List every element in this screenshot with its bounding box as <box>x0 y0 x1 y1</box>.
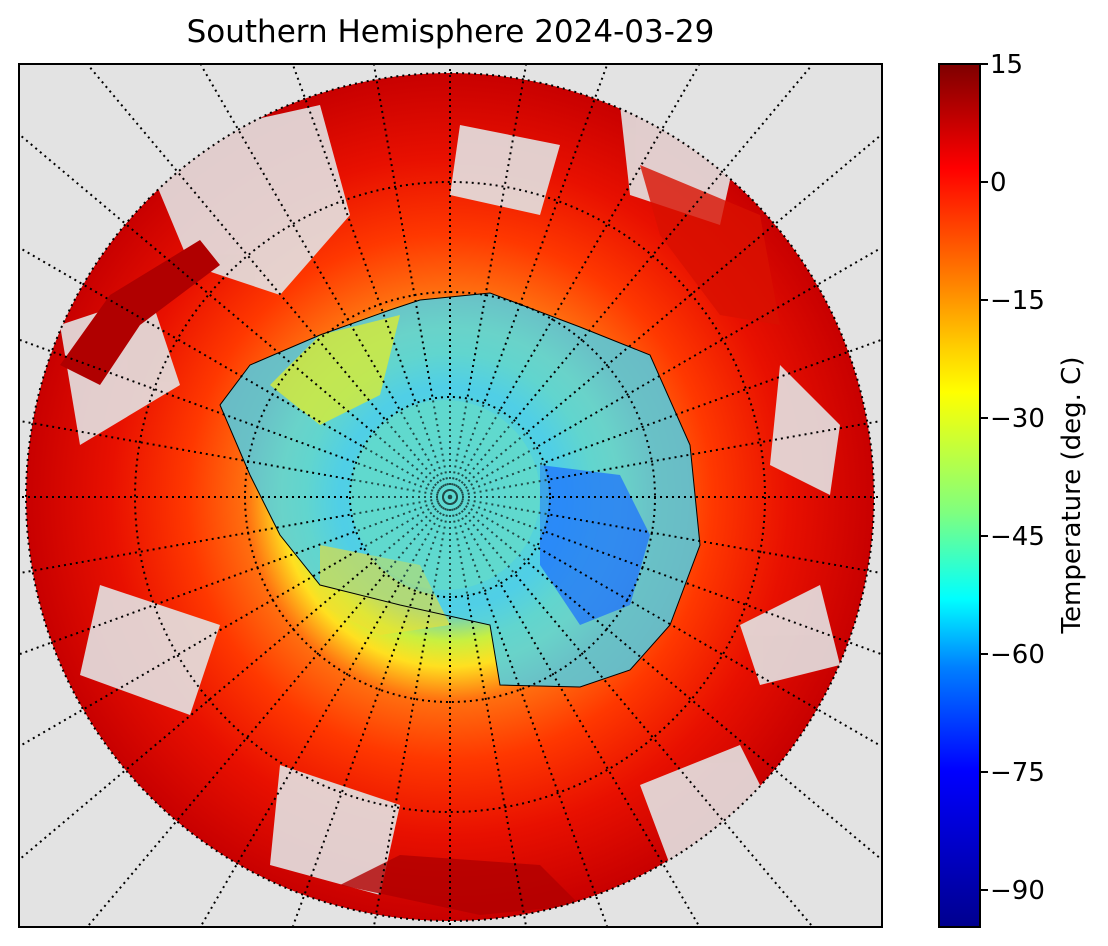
colorbar-tick-label: −75 <box>990 758 1045 788</box>
polar-map <box>18 63 883 928</box>
colorbar-tick <box>981 417 988 419</box>
colorbar-tick-label: 15 <box>990 50 1024 80</box>
colorbar-tick-label: −45 <box>990 522 1045 552</box>
colorbar-tick-label: 0 <box>990 168 1007 198</box>
colorbar-tick <box>981 771 988 773</box>
colorbar-tick <box>981 181 988 183</box>
colorbar-tick <box>981 535 988 537</box>
colorbar <box>938 63 981 928</box>
colorbar-tick <box>981 889 988 891</box>
colorbar-tick-label: −60 <box>990 640 1045 670</box>
colorbar-tick-label: −30 <box>990 404 1045 434</box>
colorbar-tick-label: −90 <box>990 876 1045 906</box>
colorbar-tick <box>981 299 988 301</box>
map-canvas <box>20 65 881 926</box>
colorbar-label: Temperature (deg. C) <box>1057 356 1087 634</box>
colorbar-tick-label: −15 <box>990 286 1045 316</box>
colorbar-tick <box>981 63 988 65</box>
map-title: Southern Hemisphere 2024-03-29 <box>186 14 715 50</box>
colorbar-tick <box>981 653 988 655</box>
graticule <box>20 65 881 926</box>
antarctica-coastline <box>219 292 701 688</box>
